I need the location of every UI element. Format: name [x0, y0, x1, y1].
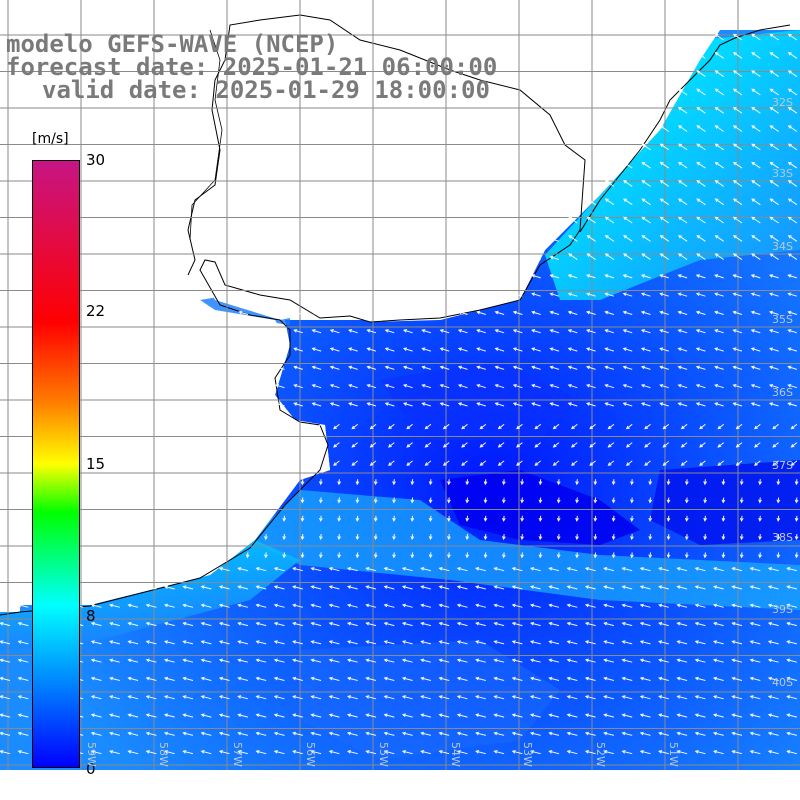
lat-label-40s: 40S: [772, 676, 793, 689]
model-title: modelo GEFS-WAVE (NCEP): [6, 30, 339, 58]
lat-label-39s: 39S: [772, 603, 793, 616]
lat-label-33s: 33S: [772, 167, 793, 180]
lat-label-34s: 34S: [772, 240, 793, 253]
colorbar-unit: [m/s]: [32, 131, 69, 147]
lon-label-57w: 57W: [231, 742, 244, 767]
lon-label-58w: 58W: [157, 742, 170, 767]
colorbar-tick-0: 0: [86, 760, 96, 778]
land-west: [0, 0, 330, 612]
lat-label-35s: 35S: [772, 313, 793, 326]
lat-lon-grid: [0, 0, 800, 770]
colorbar-tick-22: 22: [86, 302, 106, 320]
lon-label-53w: 53W: [521, 742, 534, 767]
lon-label-54w: 54W: [449, 742, 462, 767]
river-border: [189, 29, 223, 241]
lon-label-51w: 51W: [667, 742, 680, 767]
lon-label-52w: 52W: [594, 742, 607, 767]
colorbar-tick-15: 15: [86, 455, 106, 473]
colorbar: [32, 160, 80, 768]
coastline: [0, 14, 586, 616]
lon-label-56w: 56W: [304, 742, 317, 767]
lon-label-59w: 59W: [85, 742, 98, 767]
forecast-date: forecast date: 2025-01-21 06:00:00: [6, 53, 498, 81]
lat-label-38s: 38S: [772, 531, 793, 544]
lat-label-36s: 36S: [772, 386, 793, 399]
colorbar-tick-8: 8: [86, 607, 96, 625]
land-north: [188, 0, 800, 322]
colorbar-tick-30: 30: [86, 151, 106, 169]
valid-date: valid date: 2025-01-29 18:00:00: [42, 76, 490, 104]
wind-arrows: [0, 33, 799, 755]
lat-label-32s: 32S: [772, 96, 793, 109]
lat-label-37s: 37S: [772, 459, 793, 472]
lon-label-55w: 55W: [377, 742, 390, 767]
